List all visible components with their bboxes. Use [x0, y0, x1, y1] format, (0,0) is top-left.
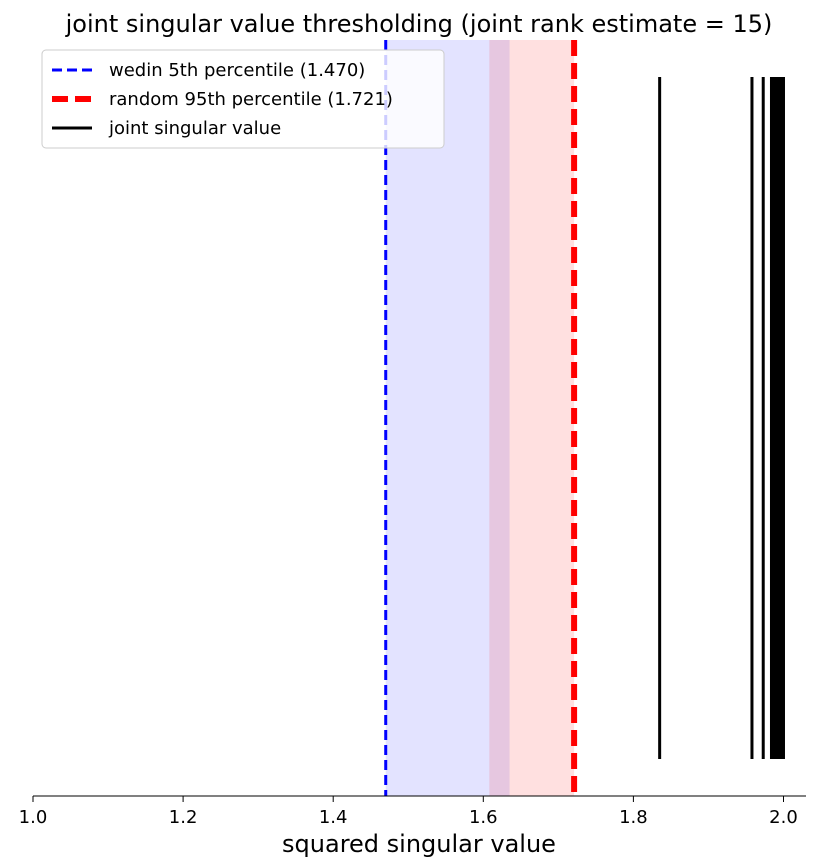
x-tick-label: 1.6 [469, 807, 498, 828]
joint-singular-values [658, 77, 785, 759]
band-1 [489, 40, 575, 796]
x-tick-label: 1.4 [319, 807, 348, 828]
x-axis-label: squared singular value [282, 830, 556, 858]
legend-label-0: wedin 5th percentile (1.470) [109, 60, 365, 81]
x-tick-label: 1.0 [19, 807, 48, 828]
x-tick-label: 2.0 [769, 807, 798, 828]
shaded-bands [385, 40, 575, 796]
legend-label-2: joint singular value [108, 118, 281, 139]
x-axis-ticks: 1.0 1.2 1.4 1.6 1.8 2.0 [19, 796, 798, 828]
x-tick-label: 1.2 [169, 807, 198, 828]
chart-title: joint singular value thresholding (joint… [65, 10, 773, 38]
threshold-lines [384, 40, 578, 796]
legend-label-1: random 95th percentile (1.721) [109, 89, 393, 110]
legend: wedin 5th percentile (1.470) random 95th … [41, 49, 445, 149]
band-0 [385, 40, 510, 796]
legend-frame [41, 49, 445, 149]
x-tick-label: 1.8 [619, 807, 648, 828]
